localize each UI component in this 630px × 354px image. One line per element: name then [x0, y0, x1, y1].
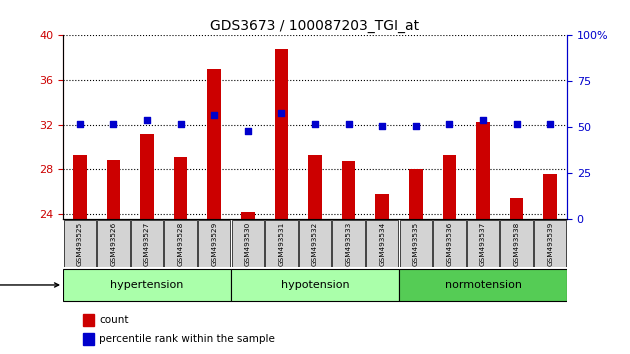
Bar — [375, 194, 389, 219]
Point — [478, 117, 488, 123]
FancyBboxPatch shape — [63, 269, 231, 301]
Bar — [476, 122, 490, 219]
Bar — [174, 157, 187, 219]
Point — [176, 121, 186, 127]
FancyBboxPatch shape — [198, 220, 231, 267]
FancyBboxPatch shape — [399, 220, 432, 267]
FancyBboxPatch shape — [231, 269, 399, 301]
FancyBboxPatch shape — [467, 220, 499, 267]
Point — [209, 112, 219, 118]
Bar — [308, 155, 322, 219]
Text: GSM493525: GSM493525 — [77, 221, 83, 266]
FancyBboxPatch shape — [64, 220, 96, 267]
Text: GSM493528: GSM493528 — [178, 221, 183, 266]
Text: GSM493529: GSM493529 — [211, 221, 217, 266]
Point — [377, 123, 387, 129]
Title: GDS3673 / 100087203_TGI_at: GDS3673 / 100087203_TGI_at — [210, 19, 420, 33]
FancyBboxPatch shape — [164, 220, 197, 267]
Text: disease state: disease state — [0, 280, 59, 290]
Bar — [409, 169, 423, 219]
Text: GSM493533: GSM493533 — [346, 221, 352, 266]
Text: hypotension: hypotension — [281, 280, 349, 290]
Bar — [83, 333, 94, 346]
FancyBboxPatch shape — [131, 220, 163, 267]
Bar — [275, 49, 288, 219]
Text: percentile rank within the sample: percentile rank within the sample — [100, 335, 275, 344]
Bar — [443, 155, 456, 219]
Point — [310, 121, 320, 127]
Text: count: count — [100, 315, 129, 325]
Text: GSM493538: GSM493538 — [513, 221, 520, 266]
Text: GSM493536: GSM493536 — [447, 221, 452, 266]
Text: hypertension: hypertension — [110, 280, 184, 290]
Text: normotension: normotension — [445, 280, 522, 290]
FancyBboxPatch shape — [232, 220, 264, 267]
Text: GSM493539: GSM493539 — [547, 221, 553, 266]
Text: GSM493530: GSM493530 — [245, 221, 251, 266]
Bar — [106, 160, 120, 219]
Bar — [342, 161, 355, 219]
Text: GSM493535: GSM493535 — [413, 221, 419, 266]
FancyBboxPatch shape — [399, 269, 567, 301]
Point — [142, 117, 152, 123]
FancyBboxPatch shape — [433, 220, 466, 267]
Text: GSM493534: GSM493534 — [379, 221, 385, 266]
FancyBboxPatch shape — [534, 220, 566, 267]
Point — [545, 121, 555, 127]
Bar — [510, 198, 524, 219]
Text: GSM493531: GSM493531 — [278, 221, 284, 266]
Bar — [73, 155, 86, 219]
Point — [108, 121, 118, 127]
FancyBboxPatch shape — [97, 220, 130, 267]
Point — [411, 123, 421, 129]
Point — [243, 128, 253, 134]
Point — [277, 110, 287, 115]
Bar — [83, 314, 94, 326]
Text: GSM493526: GSM493526 — [110, 221, 117, 266]
Bar — [207, 69, 221, 219]
Point — [75, 121, 85, 127]
Point — [444, 121, 454, 127]
Bar — [544, 174, 557, 219]
Point — [343, 121, 353, 127]
Bar — [241, 212, 255, 219]
FancyBboxPatch shape — [299, 220, 331, 267]
FancyBboxPatch shape — [265, 220, 297, 267]
Point — [512, 121, 522, 127]
Text: GSM493527: GSM493527 — [144, 221, 150, 266]
FancyBboxPatch shape — [333, 220, 365, 267]
Text: GSM493537: GSM493537 — [480, 221, 486, 266]
FancyBboxPatch shape — [366, 220, 398, 267]
FancyBboxPatch shape — [500, 220, 533, 267]
Text: GSM493532: GSM493532 — [312, 221, 318, 266]
Bar — [140, 133, 154, 219]
